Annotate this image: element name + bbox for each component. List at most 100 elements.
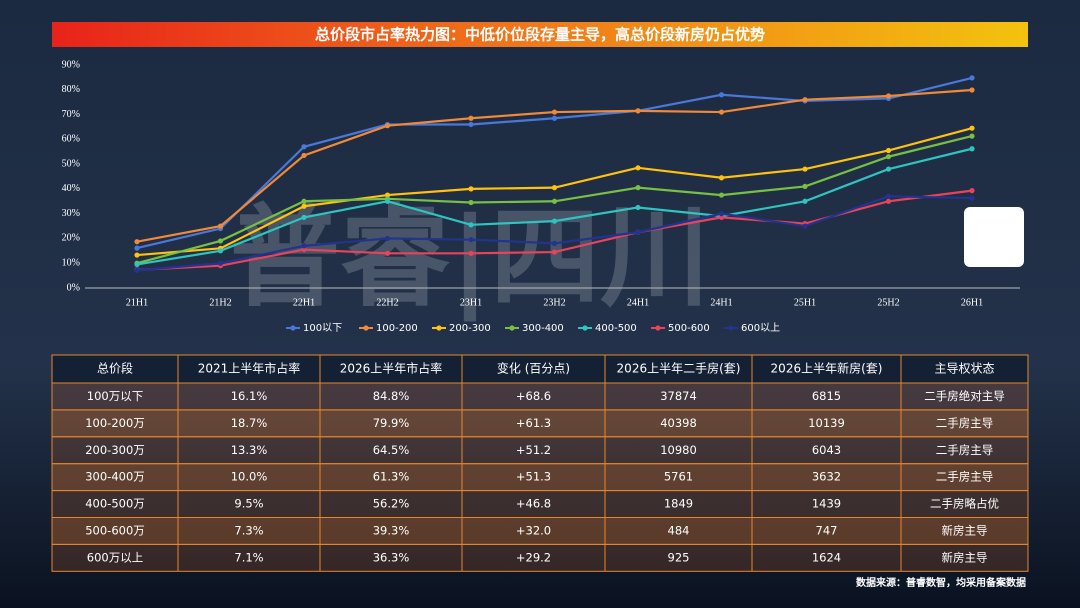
table-cell: 二手房绝对主导 [924, 389, 1005, 403]
data-point [885, 166, 892, 172]
data-point [217, 238, 224, 244]
data-point [551, 115, 558, 121]
data-point [384, 235, 391, 242]
data-point [718, 192, 725, 198]
table-cell: 1849 [664, 497, 693, 511]
data-point [301, 144, 307, 150]
table-cell: 10139 [808, 416, 845, 430]
legend-label: 100-200 [376, 323, 418, 334]
table-row-bg [51, 436, 1029, 465]
table-header: 主导权状态 [934, 362, 994, 376]
data-point [301, 198, 307, 204]
table-cell: 79.9% [373, 416, 410, 430]
y-tick-label: 70% [62, 109, 80, 120]
data-point [969, 188, 975, 194]
data-point [802, 97, 808, 103]
title: 总价段市占率热力图：中低价位段存量主导，高总价段新房仍占优势 [315, 26, 765, 44]
data-point [134, 261, 140, 268]
data-point [301, 214, 307, 220]
y-tick-label: 20% [62, 233, 80, 244]
legend-label: 300-400 [522, 323, 564, 334]
legend-marker [363, 325, 369, 331]
data-point [134, 245, 140, 251]
table-cell: 64.5% [373, 443, 410, 457]
table-cell: 1624 [812, 550, 841, 564]
data-point [718, 211, 725, 217]
data-point [217, 260, 224, 266]
table-row-bg [51, 409, 1029, 438]
data-point [384, 192, 391, 198]
data-point [551, 198, 558, 204]
data-point [635, 185, 641, 191]
legend-marker [582, 325, 588, 331]
table-cell: 100万以下 [87, 389, 143, 403]
data-point [885, 147, 892, 154]
y-tick-label: 50% [62, 158, 80, 169]
table-cell: +68.6 [516, 389, 551, 403]
legend-label: 500-600 [668, 323, 710, 334]
table-cell: 10980 [660, 443, 697, 457]
data-point [969, 195, 975, 201]
title-bar [52, 22, 1028, 47]
data-point [802, 223, 808, 229]
table-cell: 7.3% [234, 523, 263, 537]
table-cell: 1439 [812, 497, 841, 511]
x-tick-label: 23H2 [543, 297, 565, 308]
table-cell: 二手房主导 [936, 470, 994, 484]
data-point [635, 165, 641, 171]
data-point [885, 193, 892, 199]
data-point [802, 183, 808, 190]
data-point [468, 186, 474, 192]
data-point [551, 185, 558, 191]
table-cell: 二手房略占优 [930, 497, 999, 511]
data-point [718, 175, 725, 181]
data-point [551, 240, 558, 246]
data-point [718, 214, 725, 220]
legend-label: 600以上 [741, 322, 780, 334]
table-cell: 200-300万 [85, 443, 145, 457]
data-point [384, 250, 391, 256]
table-cell: 400-500万 [85, 497, 145, 511]
data-point [885, 154, 892, 160]
table-header: 2026上半年市占率 [340, 361, 443, 376]
data-point [969, 146, 975, 152]
y-tick-label: 10% [62, 258, 80, 269]
data-point [468, 237, 474, 243]
table-cell: 二手房主导 [936, 443, 994, 457]
table-cell: 39.3% [373, 523, 410, 537]
data-point [635, 229, 641, 235]
legend-marker [436, 325, 442, 331]
x-tick-label: 21H2 [209, 297, 231, 308]
table-cell: +32.0 [516, 523, 551, 537]
qr-code [964, 207, 1024, 267]
table-cell: 6815 [812, 389, 841, 403]
table-row-bg [51, 463, 1029, 492]
data-point [885, 198, 892, 204]
legend-marker [655, 325, 661, 331]
table-cell: 300-400万 [85, 470, 145, 484]
table-row-bg [51, 490, 1029, 519]
data-point [301, 152, 307, 159]
table-header-bg [51, 354, 1029, 384]
data-point [468, 121, 474, 128]
data-point [384, 123, 391, 129]
legend-marker [509, 325, 515, 331]
table-cell: 5761 [664, 470, 693, 484]
table-cell: 56.2% [373, 497, 410, 511]
table-cell: 84.8% [373, 389, 410, 403]
data-point [301, 243, 307, 249]
table-cell: 36.3% [373, 550, 410, 564]
table-cell: 13.3% [231, 443, 268, 457]
table-cell: 500-600万 [85, 523, 145, 537]
y-tick-label: 30% [62, 208, 80, 219]
watermark: 普睿|四川 [230, 193, 710, 322]
y-tick-label: 80% [62, 84, 80, 95]
legend-label: 400-500 [595, 323, 637, 334]
table-cell: 61.3% [373, 470, 410, 484]
x-tick-label: 25H1 [794, 297, 816, 308]
data-point [551, 218, 558, 224]
table-header: 2026上半年二手房(套) [617, 361, 741, 376]
data-point [217, 248, 224, 254]
